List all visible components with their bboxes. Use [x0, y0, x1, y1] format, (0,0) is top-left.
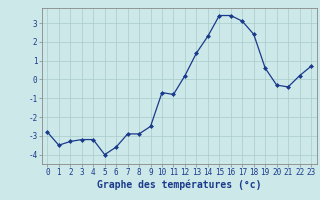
X-axis label: Graphe des températures (°c): Graphe des températures (°c) — [97, 180, 261, 190]
